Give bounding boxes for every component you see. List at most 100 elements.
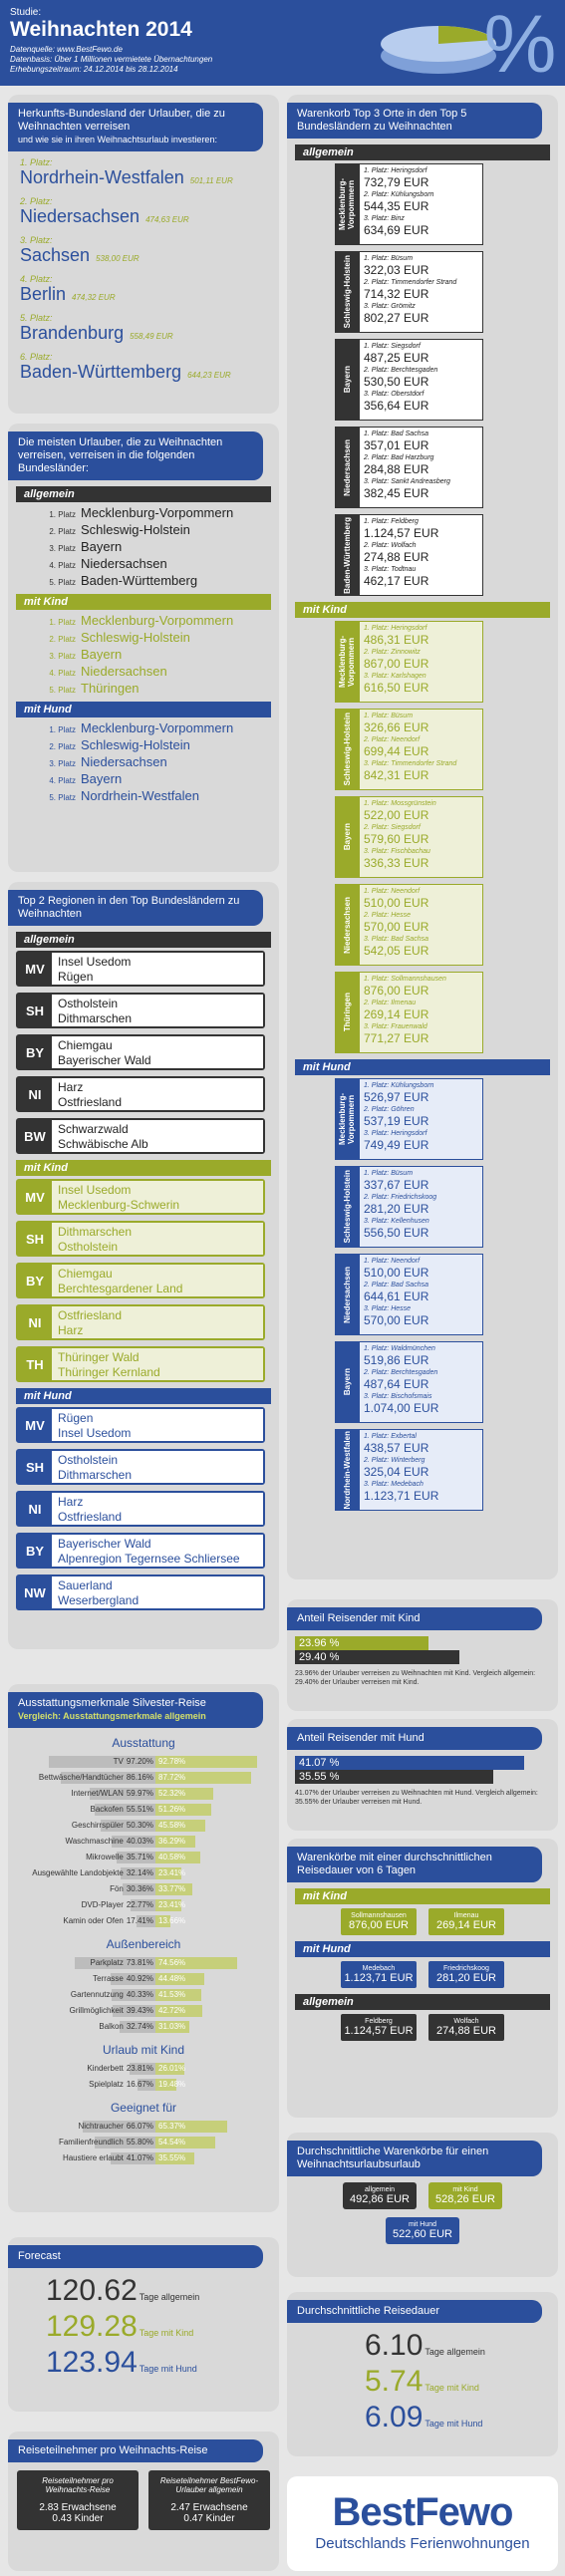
panel: Forecast 120.62 Tage allgemein 129.28 Tage m…	[8, 2237, 279, 2412]
region-name: Harz	[58, 1323, 84, 1337]
region-box: BY Chiemgau Bayerischer Wald	[16, 1034, 265, 1070]
dest-name: Schleswig-Holstein	[81, 522, 190, 537]
rank: 4. Platz	[49, 669, 76, 678]
region-name: Schwäbische Alb	[58, 1137, 148, 1151]
bar	[94, 1804, 155, 1816]
group-label: mit Hund	[295, 1941, 550, 1957]
state-block: Bayern 1. Platz: Mossgrünstein 522,00 EUR 2…	[335, 796, 550, 878]
place-amount: 357,01 EUR	[364, 438, 429, 452]
state-name: Thüringen	[342, 993, 352, 1032]
rank: 5. Platz	[49, 686, 76, 695]
region-name: Thüringer Kernland	[58, 1365, 160, 1379]
place-rank: 2. Platz: Hesse	[364, 912, 412, 919]
pair: Medebach 1.123,71 EUR Friedrichskoog 281,20…	[295, 1961, 550, 1988]
region-box: MV Rügen Insel Usedom	[16, 1407, 265, 1443]
state-name: Niedersachsen	[20, 206, 141, 226]
dest-name: Niedersachsen	[81, 754, 167, 769]
dest-row: 1. Platz Mecklenburg-Vorpommern	[16, 720, 271, 737]
dest-row: 3. Platz Niedersachsen	[16, 754, 271, 771]
rank-line: Niedersachsen 474,63 EUR	[20, 206, 267, 227]
place-amount: 487,64 EUR	[364, 1377, 429, 1391]
panel-body: allgemein 1. Platz Mecklenburg-Vorpommern 2…	[8, 486, 279, 805]
compare-bar	[155, 2152, 195, 2164]
places: 1. Platz: Siegsdorf 487,25 EUR 2. Platz: B…	[359, 339, 483, 421]
bar	[83, 2121, 155, 2133]
rank-item: 1. Platz: Nordrhein-Westfalen 501,11 EUR	[20, 157, 267, 188]
feature-name: Kamin oder Ofen	[63, 1916, 124, 1925]
rank: 2. Platz	[49, 527, 76, 536]
panel-title-text: Warenkörbe mit einer durchschnittlichen …	[297, 1852, 492, 1876]
amount: 474,32 EUR	[72, 293, 116, 302]
place-amount: 644,61 EUR	[364, 1289, 429, 1303]
dest-row: 4. Platz Niedersachsen	[16, 556, 271, 573]
feature-row: Waschmaschine 40.03% 36.29%	[16, 1834, 271, 1850]
place-rank: 3. Platz: Bischofsmais	[364, 1393, 432, 1400]
group-label: allgemein	[16, 486, 271, 502]
bar	[49, 1756, 155, 1768]
regions: Insel Usedom Mecklenburg-Schwerin	[52, 1181, 263, 1213]
place-amount: 336,33 EUR	[364, 856, 429, 870]
state-name: Nordrhein-Westfalen	[342, 1430, 352, 1510]
place-amount: 714,32 EUR	[364, 287, 429, 301]
feature-name: Backofen	[90, 1805, 124, 1814]
regions: Ostholstein Dithmarschen	[52, 995, 263, 1026]
compare-label: 33.77%	[158, 1884, 186, 1893]
panel-body: Reiseteilnehmer pro Weihnachts-Reise 2.83…	[8, 2470, 279, 2530]
panel-title: Reiseteilnehmer pro Weihnachts-Reise	[8, 2439, 263, 2462]
box-line: 0.43 Kinder	[52, 2513, 104, 2524]
place-amount: 542,05 EUR	[364, 944, 429, 958]
feature-row: Parkplatz 73.81% 74.56%	[16, 1955, 271, 1971]
forecast-row: 120.62 Tage allgemein	[46, 2274, 271, 2310]
state-block: Schleswig-Holstein 1. Platz: Büsum 322,03 …	[335, 251, 550, 333]
place-amount: 274,88 EUR	[364, 550, 429, 564]
state-name: Niedersachsen	[342, 896, 352, 954]
place-rank: 1. Platz: Heringsdorf	[364, 625, 427, 632]
duration-label: Tage allgemein	[424, 2347, 485, 2357]
group-label: mit Hund	[295, 1059, 550, 1075]
panel-title: Durchschnittliche Reisedauer	[287, 2300, 542, 2323]
regions: Chiemgau Bayerischer Wald	[52, 1036, 263, 1068]
group-label: Urlaub mit Kind	[102, 2043, 185, 2057]
place-rank: 1. Platz: Bad Sachsa	[364, 430, 428, 437]
place-amount: 519,86 EUR	[364, 1353, 429, 1367]
forecast-label: Tage allgemein	[139, 2292, 200, 2302]
region-name: Ostholstein	[58, 1240, 119, 1254]
avg-box: mit Kind 528,26 EUR	[428, 2182, 502, 2209]
compare-bar	[155, 1973, 204, 1985]
share-bar: 29.40 %	[295, 1650, 459, 1664]
box-line: 2.47 Erwachsene	[170, 2502, 248, 2513]
compare-label: 23.41%	[158, 1900, 186, 1909]
basket-amount: 1.123,71 EUR	[344, 1972, 414, 1984]
group-label: allgemein	[295, 1994, 550, 2010]
place-amount: 537,19 EUR	[364, 1114, 429, 1128]
compare-label: 19.48%	[158, 2080, 186, 2089]
dest-name: Baden-Württemberg	[81, 573, 198, 588]
panel-title: Warenkorb Top 3 Orte in den Top 5 Bundes…	[287, 103, 542, 139]
places: 1. Platz: Büsum 322,03 EUR 2. Platz: Timme…	[359, 251, 483, 333]
percent-icon: %	[484, 4, 557, 84]
bar	[112, 2005, 155, 2017]
panel-title-text: Herkunfts-Bundesland der Urlauber, die z…	[18, 108, 225, 133]
region-box: NW Sauerland Weserbergland	[16, 1574, 265, 1610]
feature-row: Haustiere erlaubt 41.07% 35.55%	[16, 2150, 271, 2166]
state-name: Baden-Württemberg	[342, 516, 352, 594]
feature-label: Backofen 55.51%	[91, 1805, 154, 1814]
state-block: Schleswig-Holstein 1. Platz: Büsum 326,66 …	[335, 709, 550, 790]
share-bar: 41.07 %	[295, 1756, 524, 1770]
rank: 1. Platz	[49, 510, 76, 519]
basket-box: Feldberg 1.124,57 EUR	[341, 2014, 417, 2041]
dest-row: 5. Platz Baden-Württemberg	[16, 573, 271, 590]
state-code: MV	[18, 953, 52, 985]
regions: Sauerland Weserbergland	[52, 1576, 263, 1608]
panel-body: 120.62 Tage allgemein 129.28 Tage mit Kind 1…	[8, 2274, 279, 2382]
forecast-value: 120.62	[46, 2274, 138, 2307]
amount: 558,49 EUR	[130, 332, 173, 341]
compare-bar	[155, 2063, 184, 2075]
group-label: Ausstattung	[112, 1736, 175, 1750]
group-label: mit Kind	[16, 594, 271, 610]
feature-label: Fön 30.36%	[110, 1884, 153, 1893]
pair: Feldberg 1.124,57 EUR Wolfach 274,88 EUR	[295, 2014, 550, 2041]
value-label: 40.33%	[126, 1990, 153, 1999]
panel: Reiseteilnehmer pro Weihnachts-Reise Reis…	[8, 2432, 279, 2571]
value-label: 66.07%	[126, 2122, 153, 2131]
